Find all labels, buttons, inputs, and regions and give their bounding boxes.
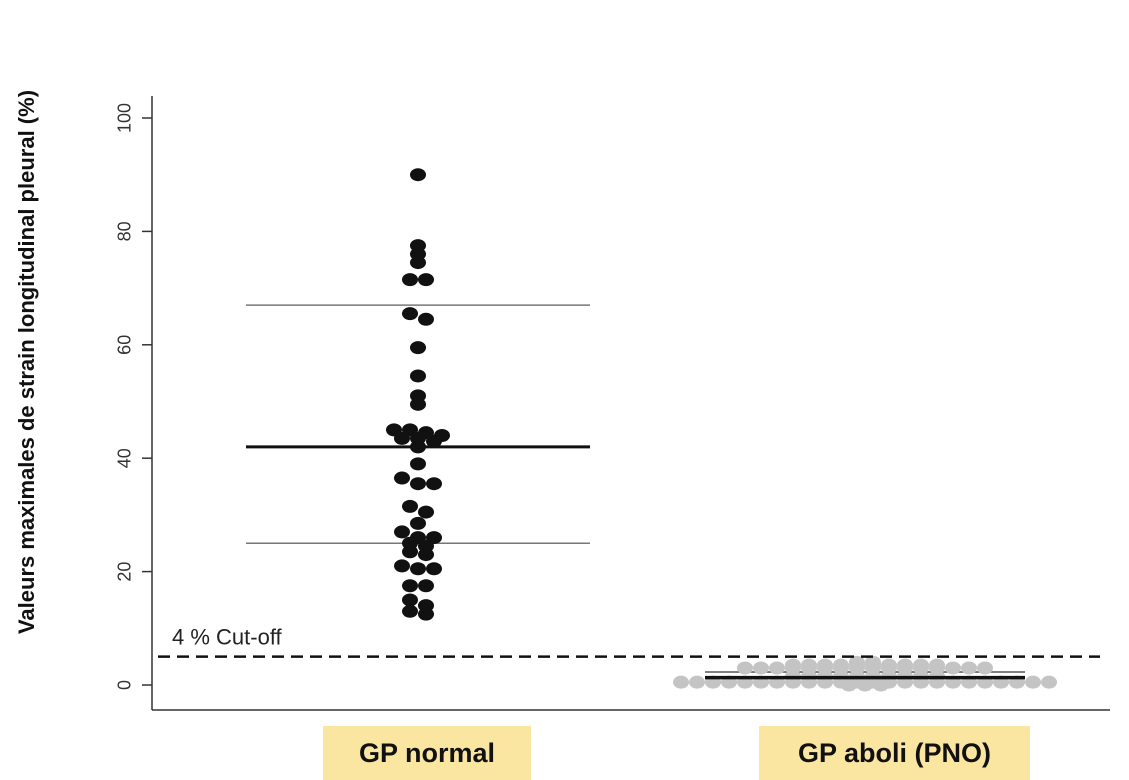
y-tick-label-80: 80 <box>114 221 134 241</box>
point-1-0 <box>410 168 426 182</box>
y-tick-label-0: 0 <box>114 680 134 690</box>
point-1-7 <box>418 312 434 326</box>
summary-lines <box>246 304 1025 683</box>
point-1-41 <box>402 604 418 618</box>
point-1-21 <box>394 471 410 485</box>
point-2-26 <box>961 661 977 675</box>
point-1-39 <box>402 593 418 607</box>
point-2-38 <box>673 675 689 689</box>
point-1-37 <box>402 579 418 593</box>
point-1-25 <box>418 505 434 519</box>
cutoff-label: 4 % Cut-off <box>172 625 283 650</box>
category-label-gp-normal: GP normal <box>323 726 531 780</box>
data-points <box>246 168 1057 692</box>
point-1-27 <box>394 525 410 539</box>
cutoff-group: 4 % Cut-off <box>158 625 1100 658</box>
y-tick-label-60: 60 <box>114 335 134 355</box>
point-1-4 <box>402 273 418 287</box>
point-1-22 <box>410 477 426 491</box>
point-1-3 <box>410 256 426 270</box>
point-1-11 <box>410 397 426 411</box>
point-2-39 <box>689 675 705 689</box>
category-label-gp-aboli: GP aboli (PNO) <box>759 726 1030 780</box>
point-1-16 <box>394 431 410 445</box>
point-2-62 <box>841 678 857 692</box>
point-1-5 <box>418 273 434 287</box>
point-1-24 <box>402 499 418 513</box>
point-1-18 <box>426 434 442 448</box>
point-1-34 <box>394 559 410 573</box>
point-1-6 <box>402 307 418 321</box>
point-1-9 <box>410 369 426 383</box>
point-2-25 <box>945 661 961 675</box>
point-1-42 <box>418 607 434 621</box>
y-tick-label-100: 100 <box>114 103 134 133</box>
point-1-20 <box>410 457 426 471</box>
point-2-14 <box>769 661 785 675</box>
point-1-35 <box>410 562 426 576</box>
y-tick-label-40: 40 <box>114 448 134 468</box>
point-2-12 <box>737 661 753 675</box>
point-2-60 <box>1025 675 1041 689</box>
point-2-13 <box>753 661 769 675</box>
axes: 0 20 40 60 80 100 <box>114 96 1110 711</box>
point-1-32 <box>402 545 418 559</box>
point-1-36 <box>426 562 442 576</box>
point-2-27 <box>977 661 993 675</box>
point-1-26 <box>410 516 426 530</box>
point-1-8 <box>410 341 426 355</box>
point-1-38 <box>418 579 434 593</box>
y-tick-label-20: 20 <box>114 562 134 582</box>
point-1-33 <box>418 548 434 562</box>
point-2-63 <box>857 678 873 692</box>
y-axis-label: Valeurs maximales de strain longitudinal… <box>14 90 39 634</box>
point-2-61 <box>1041 675 1057 689</box>
point-1-23 <box>426 477 442 491</box>
point-2-64 <box>873 678 889 692</box>
